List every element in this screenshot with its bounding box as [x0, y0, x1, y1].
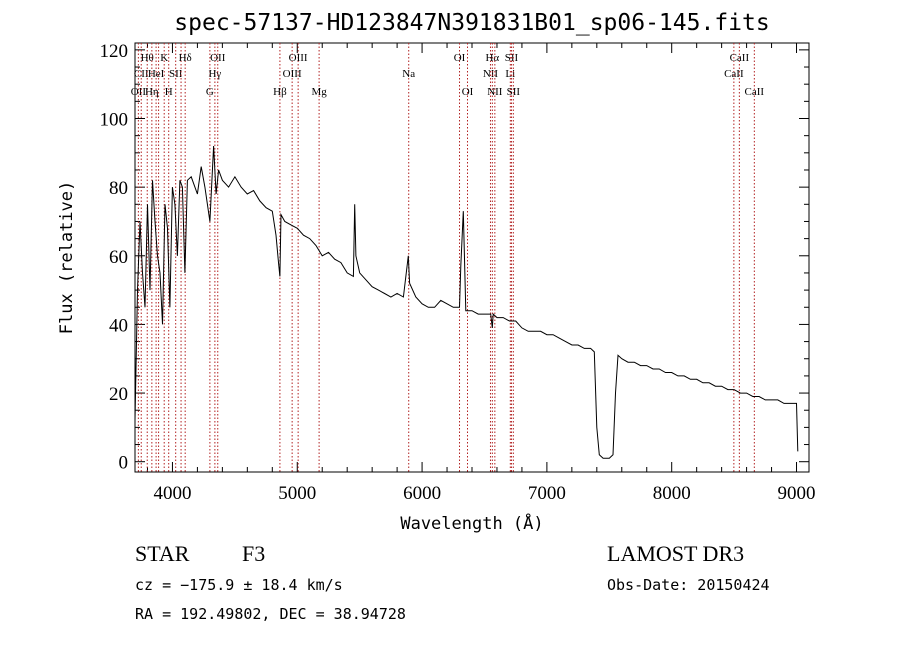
spectral-line-label: SII — [169, 68, 183, 80]
x-tick-label: 4000 — [153, 483, 191, 504]
spectral-line-label: Hγ — [208, 68, 221, 80]
obs-date: Obs-Date: 20150424 — [607, 576, 770, 594]
object-subclass: F3 — [242, 541, 266, 566]
x-axis-label: Wavelength (Å) — [400, 512, 543, 534]
y-tick-label: 60 — [109, 247, 128, 268]
y-tick-label: 100 — [100, 110, 129, 131]
ra-dec: RA = 192.49802, DEC = 38.94728 — [135, 605, 406, 623]
spectral-line-label: HeI — [148, 68, 165, 80]
x-tick-label: 5000 — [278, 483, 316, 504]
spectral-line-label: CaII — [724, 68, 744, 80]
redshift-text: cz = −175.9 ± 18.4 km/s — [135, 576, 343, 594]
flux-line — [134, 145, 799, 459]
spectral-line-label: CaII — [745, 86, 765, 98]
spectral-line-label: Na — [402, 68, 415, 80]
spectral-line-label: OII — [210, 52, 226, 64]
survey-label: LAMOST DR3 — [607, 541, 745, 566]
spectral-line-label: H — [165, 86, 173, 98]
chart-title: spec-57137-HD123847N391831B01_sp06-145.f… — [174, 10, 769, 36]
x-tick-label: 7000 — [528, 483, 566, 504]
axes: 4000 5000 6000 7000 8000 9000 0 20 40 60 80 100 120 — [100, 41, 816, 504]
spectral-line-label: OIII — [283, 68, 302, 80]
object-type: STAR — [135, 541, 190, 566]
y-axis-label: Flux (relative) — [57, 181, 77, 335]
spectral-line-label: Hδ — [179, 52, 192, 64]
y-tick-label: 0 — [119, 453, 129, 474]
spectral-line-label: Hθ — [141, 52, 154, 64]
spectral-line-label: Li — [505, 68, 515, 80]
x-tick-label: 8000 — [653, 483, 691, 504]
y-tick-label: 40 — [109, 315, 128, 336]
spectral-line-label: OI — [454, 52, 466, 64]
spectral-line-label: Hα — [485, 52, 499, 64]
spectral-line-label: CII — [134, 68, 149, 80]
spectral-line-label: NII — [487, 86, 503, 98]
spectral-line-label: OIII — [289, 52, 308, 64]
y-tick-label: 20 — [109, 384, 128, 405]
x-tick-label: 9000 — [778, 483, 816, 504]
spectral-line-label: K — [160, 52, 168, 64]
x-tick-label: 6000 — [403, 483, 441, 504]
spectral-line-label: CaII — [730, 52, 750, 64]
spectral-line-label: Hβ — [273, 86, 287, 98]
spectral-line-label: OI — [462, 86, 474, 98]
spectral-line-label: SII — [507, 86, 521, 98]
spectral-line-label: Hη — [145, 86, 159, 98]
spectral-line-label: NII — [483, 68, 499, 80]
spectral-lines: OII CII Hθ Hη HeI K H SII Hδ G Hγ OII Hβ OIII OIII Mg Na… — [131, 43, 765, 472]
spectral-line-label: OII — [131, 86, 147, 98]
spectral-line-label: G — [206, 86, 214, 98]
y-tick-label: 120 — [100, 41, 129, 62]
spectral-line-label: SII — [505, 52, 519, 64]
spectral-line-label: Mg — [311, 86, 327, 98]
y-tick-label: 80 — [109, 178, 128, 199]
plot-frame — [134, 42, 810, 473]
